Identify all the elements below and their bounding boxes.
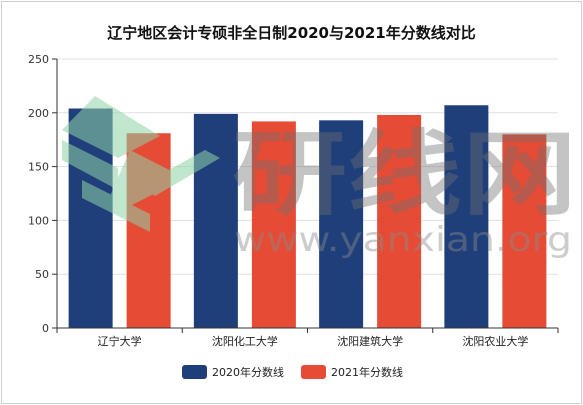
watermark-large-text: 研线网 — [232, 121, 577, 228]
y-tick-label: 150 — [28, 161, 49, 174]
bar-2-4 — [502, 134, 547, 328]
x-tick-label: 辽宁大学 — [98, 334, 142, 348]
x-axis: 辽宁大学 沈阳化工大学 沈阳建筑大学 沈阳农业大学 — [56, 327, 559, 348]
watermark-url-text: www.yanxian.org — [234, 220, 572, 260]
y-tick-label: 200 — [28, 107, 49, 120]
bar-2-3 — [377, 114, 422, 329]
x-tick-label: 沈阳建筑大学 — [337, 334, 403, 348]
y-tick-label: 0 — [42, 322, 49, 335]
bar-1-3 — [319, 120, 364, 328]
legend: 2020年分数线 2021年分数线 — [182, 365, 403, 379]
legend-label-2: 2021年分数线 — [331, 365, 403, 379]
y-tick-label: 50 — [35, 268, 49, 281]
y-tick-label: 250 — [28, 53, 49, 66]
x-tick-label: 沈阳农业大学 — [462, 334, 528, 348]
watermark-logo-icon — [62, 96, 220, 232]
watermark: 研线网 www.yanxian.org — [62, 96, 577, 260]
legend-swatch-2 — [301, 365, 326, 379]
legend-label-1: 2020年分数线 — [212, 365, 284, 379]
bar-1-4 — [444, 105, 489, 328]
bar-2-2 — [251, 121, 296, 329]
bar-1-2 — [193, 113, 238, 328]
legend-swatch-1 — [182, 365, 207, 379]
x-tick-label: 沈阳化工大学 — [212, 334, 278, 348]
bars — [68, 105, 547, 329]
y-tick-label: 100 — [28, 214, 49, 227]
y-axis: 0 50 100 150 200 250 — [28, 53, 58, 335]
chart-title: 辽宁地区会计专硕非全日制2020与2021年分数线对比 — [107, 24, 476, 42]
